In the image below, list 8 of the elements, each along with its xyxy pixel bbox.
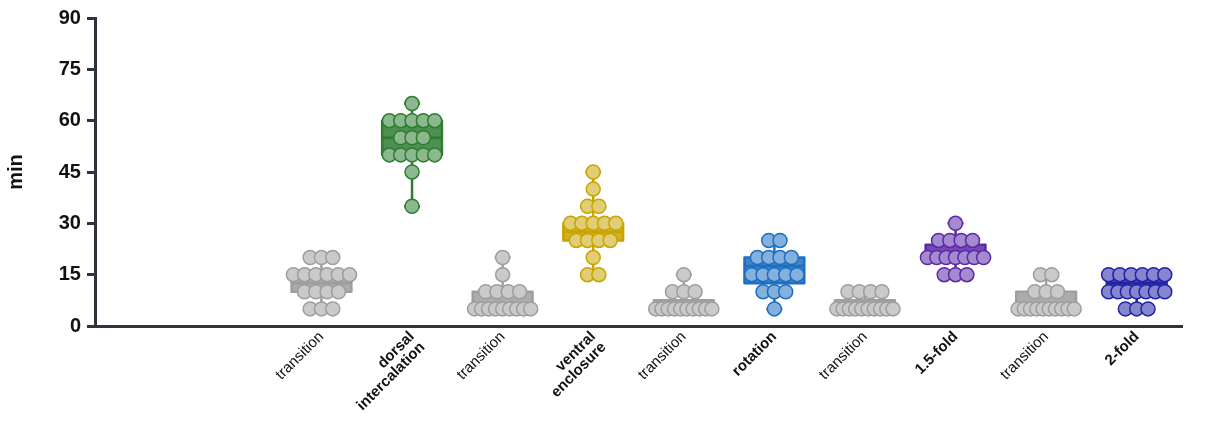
y-tick-label: 60 — [58, 108, 81, 131]
y-tick-label: 30 — [58, 210, 81, 233]
y-tick-label: 15 — [58, 262, 81, 285]
y-tick-label: 45 — [58, 159, 81, 182]
y-tick-label: 0 — [69, 313, 81, 336]
y-tick-label: 75 — [58, 56, 81, 79]
y-tick-label: 90 — [58, 5, 81, 28]
y-axis-title: min — [3, 154, 26, 190]
